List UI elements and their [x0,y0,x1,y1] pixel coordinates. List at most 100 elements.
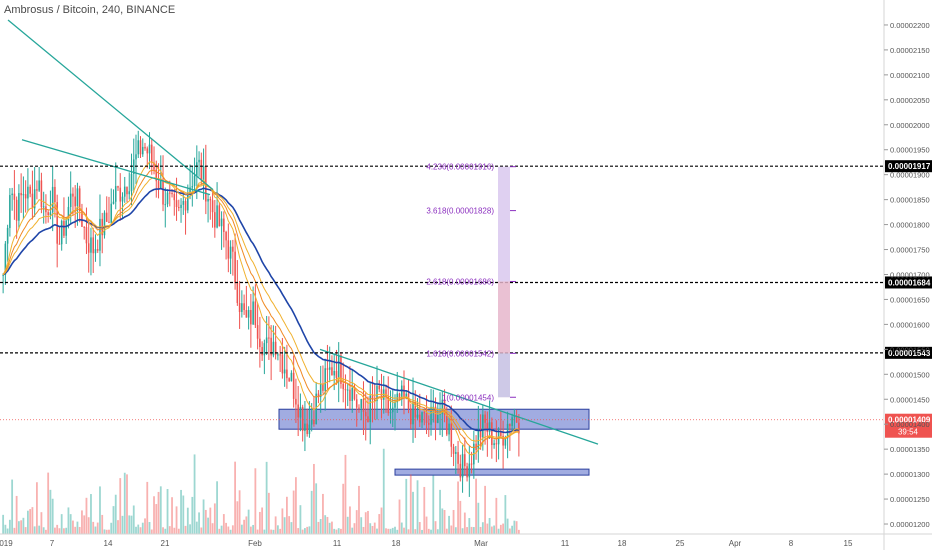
candle-body [446,414,448,435]
candle-body [486,422,489,433]
trend-line [319,348,599,445]
volume-bar [74,526,77,534]
candle-body [78,188,81,211]
volume-bar [78,526,81,534]
time-tick-label: 21 [161,539,170,548]
volume-bar [495,497,498,534]
volume-bar [13,527,16,534]
candle-body [414,402,417,418]
volume-bar [47,472,50,534]
candle-body [250,309,252,325]
volume-bar [506,518,509,534]
price-tick-label: 0.00001650 [890,295,930,304]
candle-body [189,187,191,195]
candle-body [76,188,79,207]
candle-body [220,218,223,227]
ma-fast-line [2,161,520,456]
volume-bar [488,517,491,534]
candle-body [394,402,396,408]
volume-bar [76,521,79,534]
time-tick-label: 7 [50,539,55,548]
price-tick-label: 0.00001850 [890,196,930,205]
volume-bar [344,454,347,534]
candle-body [518,422,520,434]
volume-bar [173,527,176,534]
volume-bar [33,526,36,534]
candle-body [112,201,115,204]
volume-bar [126,474,128,534]
volume-bar [484,485,486,534]
candle-body [464,454,466,467]
candle-body [153,162,155,170]
volume-bar [72,520,74,534]
volume-bar [258,511,261,534]
volume-bar [432,475,435,534]
candle-body [130,173,133,192]
candle-body [355,399,358,408]
volume-bar [238,490,241,534]
time-tick-label: 11 [561,539,570,548]
candle-body [87,243,90,253]
volume-bar [317,521,320,534]
price-tick-label: 0.00001750 [890,246,930,255]
price-tick-label: 0.00001600 [890,320,930,329]
candle-body [47,212,49,216]
candle-body [371,395,374,400]
candle-body [105,212,108,222]
time-tick-label: Mar [474,539,488,548]
volume-bar [297,528,300,534]
candle-body [42,206,45,208]
volume-bar [198,512,200,534]
volume-bar [92,521,95,534]
candle-body [36,189,38,191]
candle-body [421,412,423,423]
candle-body [342,383,344,390]
symbol-title: Ambrosus / Bitcoin, 240, BINANCE [4,4,176,16]
candle-body [49,212,52,216]
candle-body [457,452,459,464]
volume-bar [434,521,437,534]
volume-bar [441,508,444,534]
volume-bar [362,526,365,534]
candle-body [297,404,299,418]
candle-body [72,193,74,197]
candle-body [11,193,13,196]
candle-body [132,159,135,174]
volume-bar [364,512,367,534]
candle-body [31,193,34,209]
volume-bar [195,521,198,534]
candle-body [247,309,250,318]
volume-bar [436,529,439,534]
level-price-tag [885,276,932,289]
volume-bar [141,522,144,534]
volume-bar [342,483,345,534]
volume-bar [452,509,455,534]
candle-body [326,368,329,370]
candle-body [139,140,142,155]
volume-bar [81,510,83,534]
volume-bar [301,529,304,534]
candle-body [403,385,405,398]
volume-bar [83,515,86,534]
candle-body [333,371,335,376]
candle-body [407,393,410,409]
candle-body [85,227,88,244]
volume-bar [457,481,459,534]
volume-bar [256,529,259,534]
candle-body [207,198,209,202]
volume-bar [204,509,207,534]
time-tick-label: 25 [676,539,685,548]
volume-bar [231,525,234,534]
candle-body [373,399,376,402]
candle-body [150,144,153,163]
volume-bar [443,510,446,534]
volume-bar [159,486,162,534]
volume-bar [376,528,378,534]
volume-bar [486,523,489,534]
candle-body [83,226,85,228]
candle-body [412,402,414,425]
volume-bar [346,516,349,534]
countdown-label: 39:54 [898,428,919,437]
